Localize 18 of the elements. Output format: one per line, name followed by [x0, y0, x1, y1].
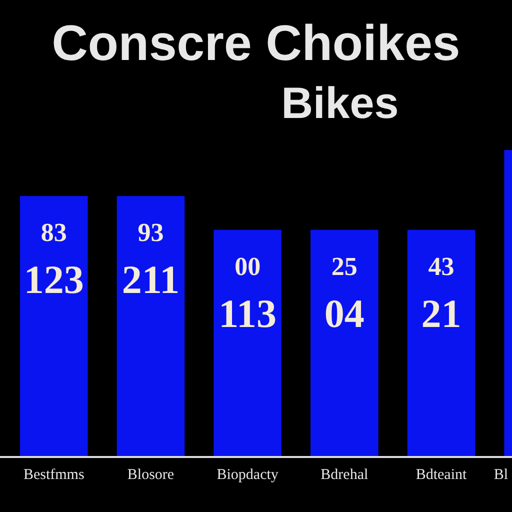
chart-title: Conscre Choikes — [52, 15, 460, 71]
chart-subtitle: Bikes — [281, 79, 399, 128]
annotation: 21 — [421, 290, 462, 336]
annotation: 211 — [122, 257, 180, 302]
x-tick-label: Bdrehal — [320, 467, 368, 483]
annotation: 43 — [428, 252, 454, 281]
x-tick-label: Biopdacty — [216, 467, 279, 483]
annotation: 25 — [331, 252, 358, 281]
annotation: 113 — [218, 290, 276, 336]
annotation: 83 — [40, 218, 67, 248]
annotation: 04 — [324, 290, 364, 336]
x-tick-label: Blosore — [127, 467, 174, 483]
x-tick-label: Bdteaint — [416, 467, 468, 483]
annotation: 93 — [138, 218, 164, 248]
annotation: 123 — [24, 257, 84, 302]
x-tick-label: Bestfmms — [23, 467, 84, 483]
annotation: 00 — [234, 252, 261, 281]
x-tick-label: Bl — [494, 467, 508, 483]
